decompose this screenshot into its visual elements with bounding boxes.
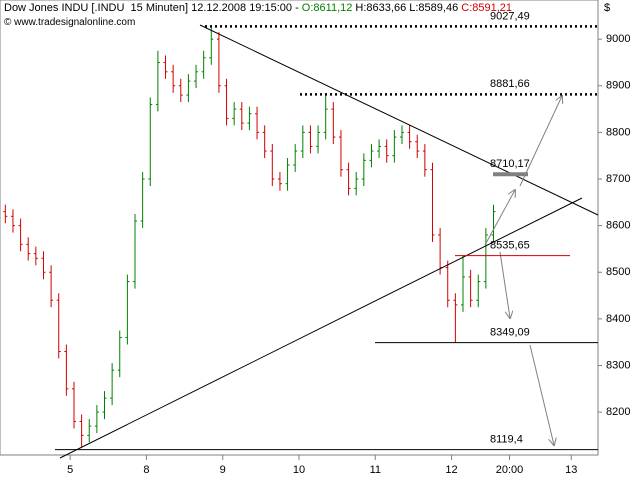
y-tick-label: 8500 — [606, 266, 630, 278]
x-tick-label: 5 — [67, 464, 73, 476]
y-tick-label: 8800 — [606, 126, 630, 138]
level-label: 9027,49 — [490, 10, 530, 22]
level-label: 8119,4 — [490, 434, 523, 446]
y-tick-label: 8300 — [606, 359, 630, 371]
title: Dow Jones INDU [.INDU 15 Minuten] — [4, 2, 189, 14]
header: Dow Jones INDU [.INDU 15 Minuten] 12.12.… — [4, 2, 512, 14]
trend-line — [59, 197, 583, 459]
plot-area — [0, 0, 599, 456]
y-tick-label: 8400 — [606, 313, 630, 325]
datetime: 12.12.2008 19:15:00 - — [191, 2, 299, 14]
x-tick-label: 10 — [293, 464, 305, 476]
info-low: L:8589,46 — [409, 2, 459, 14]
info-open: O:8611,12 — [301, 2, 353, 14]
arrow — [519, 96, 562, 187]
y-tick-label: 8600 — [606, 220, 630, 232]
y-tick-label: 8200 — [606, 406, 630, 418]
info-close: C:8591,21 — [461, 2, 513, 14]
x-tick-label: 20:00 — [496, 464, 524, 476]
source: © www.tradesignalonline.com — [4, 17, 136, 28]
info-high: H:8633,66 — [355, 2, 407, 14]
level-label: 8535,65 — [490, 240, 530, 252]
x-tick-label: 9 — [220, 464, 226, 476]
x-tick-label: 11 — [370, 464, 381, 476]
trend-line — [199, 24, 599, 216]
arrow — [484, 190, 515, 246]
x-tick-label: 13 — [565, 464, 577, 476]
y-tick-label: 8700 — [606, 173, 630, 185]
level-label: 8710,17 — [490, 158, 530, 170]
y-tick-label: 9000 — [606, 33, 630, 45]
arrow — [499, 251, 510, 318]
arrow — [529, 344, 554, 445]
level-label: 8349,09 — [490, 327, 530, 339]
source-text: www.tradesignalonline.com — [14, 17, 136, 28]
y-tick-label: 8900 — [606, 80, 630, 92]
level-label: 8881,66 — [490, 78, 530, 90]
x-tick-label: 12 — [445, 464, 457, 476]
x-tick-label: 8 — [143, 464, 149, 476]
y-axis-label: $ — [604, 2, 610, 14]
